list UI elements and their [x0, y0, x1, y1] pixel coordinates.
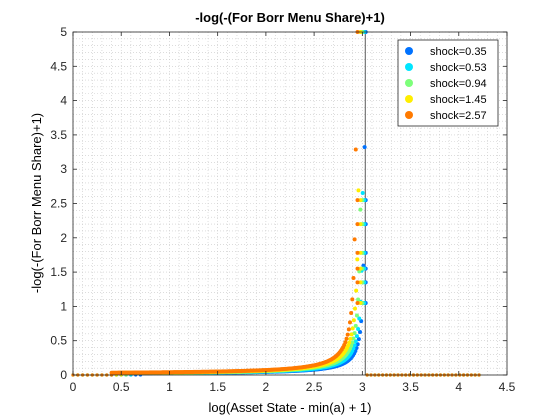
y-tick-label: 0 [60, 368, 67, 382]
legend-marker [405, 79, 413, 87]
x-tick-label: 1.5 [209, 380, 226, 394]
y-tick-label: 4.5 [50, 59, 67, 73]
data-point [354, 334, 359, 339]
data-point [355, 250, 360, 255]
data-point [358, 198, 363, 203]
y-tick-label: 2.5 [50, 197, 67, 211]
x-tick-label: 1 [166, 380, 173, 394]
data-point [358, 329, 363, 334]
x-tick-label: 3.5 [402, 380, 419, 394]
data-point [347, 320, 352, 325]
y-tick-label: 1.5 [50, 265, 67, 279]
data-point [354, 288, 359, 293]
data-point [355, 257, 360, 262]
data-point [349, 310, 354, 315]
x-tick-label: 4.5 [499, 380, 516, 394]
y-tick-label: 4 [60, 94, 67, 108]
data-point [351, 275, 356, 280]
data-point [355, 266, 360, 271]
data-point [344, 336, 349, 341]
series-layer [71, 30, 481, 377]
y-tick-label: 2 [60, 231, 67, 245]
data-point [358, 280, 363, 285]
data-point [352, 237, 357, 242]
x-tick-label: 4 [455, 380, 462, 394]
x-axis: 0 0.5 1 1.5 2 2.5 3 3.5 4 4.5 [70, 32, 516, 394]
data-point [358, 222, 363, 227]
legend-label: shock=2.57 [430, 110, 487, 122]
legend: shock=0.35 shock=0.53 shock=0.94 shock=1.45… [397, 39, 499, 127]
data-point [346, 327, 351, 332]
data-point [355, 280, 360, 285]
y-tick-label: 0.5 [50, 334, 67, 348]
data-point [353, 339, 358, 344]
data-point [358, 250, 363, 255]
data-point [348, 336, 353, 341]
x-tick-label: 2 [263, 380, 270, 394]
legend-box [397, 39, 499, 127]
data-point [356, 337, 361, 342]
legend-label: shock=0.94 [430, 78, 487, 90]
data-point [352, 343, 357, 348]
data-point [354, 313, 359, 318]
legend-marker [405, 63, 413, 71]
data-point [353, 147, 358, 152]
legend-label: shock=0.35 [430, 46, 487, 58]
data-point [362, 145, 367, 150]
legend-items: shock=0.35 shock=0.53 shock=0.94 shock=1.45… [405, 46, 487, 122]
x-tick-label: 0.5 [113, 380, 130, 394]
legend-marker [405, 111, 413, 119]
data-point [357, 316, 362, 321]
data-point [351, 318, 356, 323]
x-tick-label: 2.5 [306, 380, 323, 394]
chart-title: -log(-(For Borr Menu Share)+1) [195, 10, 385, 25]
x-axis-label: log(Asset State - min(a) + 1) [209, 400, 372, 415]
data-point [355, 300, 360, 305]
data-point [343, 340, 348, 345]
minor-grid [72, 31, 508, 376]
y-axis: 0 0.5 1 1.5 2 2.5 3 3.5 4 4.5 5 [50, 25, 507, 382]
data-point [351, 336, 356, 341]
legend-marker [405, 47, 413, 55]
data-point [355, 342, 360, 347]
y-tick-label: 1 [60, 299, 67, 313]
legend-label: shock=1.45 [430, 94, 487, 106]
x-tick-label: 0 [70, 380, 77, 394]
data-point [358, 207, 363, 212]
data-point [345, 332, 350, 337]
y-tick-label: 3 [60, 162, 67, 176]
y-tick-label: 5 [60, 25, 67, 39]
data-point [349, 343, 354, 348]
y-axis-label: -log(-(For Borr Menu Share)+1) [29, 113, 44, 293]
data-point [350, 340, 355, 345]
y-tick-label: 3.5 [50, 128, 67, 142]
data-point [360, 191, 365, 196]
data-point [358, 266, 363, 271]
data-point [356, 297, 361, 302]
data-point [347, 340, 352, 345]
data-point [355, 198, 360, 203]
data-point [356, 326, 361, 331]
x-tick-label: 3 [359, 380, 366, 394]
data-point [358, 300, 363, 305]
data-point [353, 323, 358, 328]
data-point [355, 222, 360, 227]
data-point [356, 188, 361, 193]
data-point [350, 297, 355, 302]
series-5 [71, 30, 481, 377]
legend-label: shock=0.53 [430, 62, 487, 74]
data-point [350, 326, 355, 331]
legend-marker [405, 95, 413, 103]
data-point [349, 332, 354, 337]
data-point [353, 306, 358, 311]
data-point [352, 331, 357, 336]
